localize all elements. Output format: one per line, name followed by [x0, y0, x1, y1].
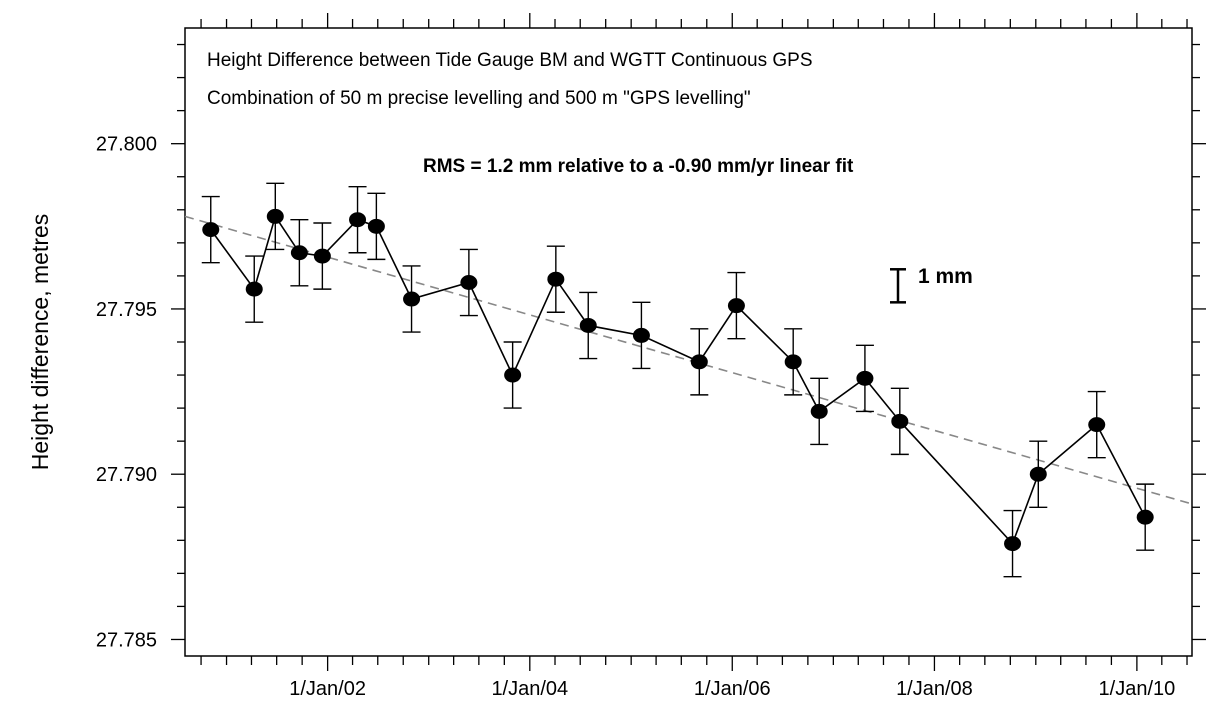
y-axis-title: Height difference, metres	[27, 214, 53, 471]
series-line	[210, 214, 1146, 546]
data-point	[460, 275, 478, 291]
data-point	[403, 291, 421, 307]
data-point	[349, 212, 367, 228]
axis-ticks	[171, 13, 1206, 671]
x-tick-label: 1/Jan/04	[491, 678, 568, 700]
title-line-2: Combination of 50 m precise levelling an…	[207, 88, 751, 109]
x-tick-label: 1/Jan/06	[694, 678, 771, 700]
data-point	[245, 281, 263, 297]
data-point	[810, 403, 828, 419]
data-points	[202, 208, 1154, 552]
scale-bar	[890, 268, 906, 304]
y-axis-tick-labels: 27.785 27.790 27.795 27.800	[96, 134, 157, 652]
data-point	[1029, 466, 1047, 482]
x-tick-label: 1/Jan/10	[1099, 678, 1176, 700]
data-point	[290, 245, 308, 261]
x-tick-label: 1/Jan/02	[289, 678, 366, 700]
data-point	[1136, 509, 1154, 525]
y-tick-label: 27.795	[96, 299, 157, 321]
y-tick-label: 27.800	[96, 134, 157, 156]
y-tick-label: 27.785	[96, 629, 157, 651]
rms-annotation: RMS = 1.2 mm relative to a -0.90 mm/yr l…	[423, 156, 854, 177]
data-point	[727, 298, 745, 314]
data-point	[579, 317, 597, 333]
plot-frame	[184, 27, 1193, 657]
y-tick-label: 27.790	[96, 464, 157, 486]
title-line-1: Height Difference between Tide Gauge BM …	[207, 50, 813, 71]
scale-bar-label: 1 mm	[918, 265, 973, 288]
data-point	[367, 218, 385, 234]
x-axis-tick-labels: 1/Jan/02 1/Jan/04 1/Jan/06 1/Jan/08 1/Jan/10	[289, 678, 1175, 700]
data-point	[313, 248, 331, 264]
data-point	[202, 222, 220, 238]
x-tick-label: 1/Jan/08	[896, 678, 973, 700]
data-point	[266, 208, 284, 224]
data-point	[690, 354, 708, 370]
data-point	[504, 367, 522, 383]
error-bars	[201, 182, 1155, 578]
data-point	[784, 354, 802, 370]
data-point	[891, 413, 909, 429]
data-point	[632, 327, 650, 343]
data-point	[856, 370, 874, 386]
data-point	[547, 271, 565, 287]
data-point	[1088, 417, 1106, 433]
data-point	[1004, 536, 1022, 552]
trend-line	[184, 215, 1193, 505]
